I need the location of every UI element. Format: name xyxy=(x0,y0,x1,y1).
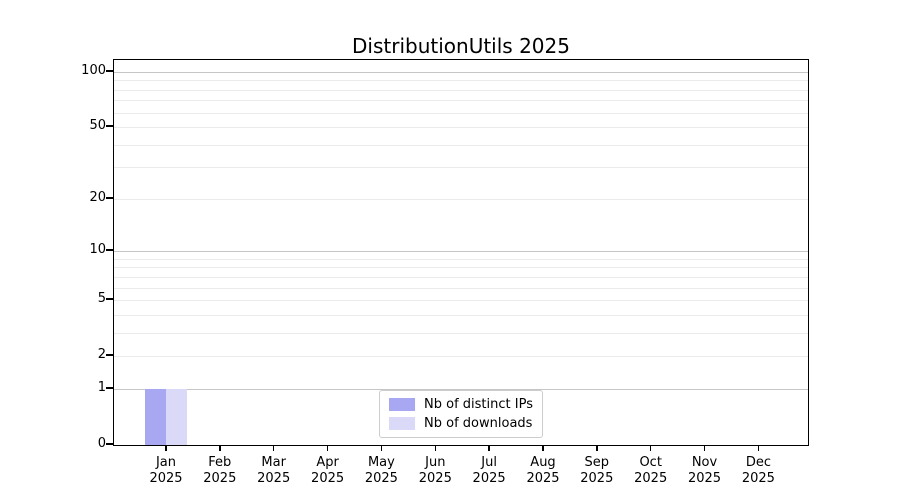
gridline-minor xyxy=(114,127,808,129)
x-tick-mark xyxy=(272,446,275,451)
x-tick-mark xyxy=(434,446,436,451)
x-tick-year: 2025 xyxy=(149,471,183,486)
x-tick-year: 2025 xyxy=(311,471,345,486)
x-tick-year: 2025 xyxy=(203,471,237,486)
gridline-minor xyxy=(114,144,808,146)
x-tick-mark xyxy=(596,446,598,451)
x-tick-month: Oct xyxy=(639,455,662,470)
x-tick-year: 2025 xyxy=(634,471,668,486)
y-tick-label: 2 xyxy=(97,347,106,363)
bar-nb-of-downloads xyxy=(166,389,187,445)
legend: Nb of distinct IPs Nb of downloads xyxy=(379,390,543,438)
gridline-minor xyxy=(114,314,808,316)
x-tick-mark xyxy=(380,446,383,451)
x-tick-label: Jun 2025 xyxy=(400,455,470,487)
x-tick-label: Dec 2025 xyxy=(723,455,793,487)
x-tick-month: Sep xyxy=(584,455,610,470)
x-tick-label: Apr 2025 xyxy=(293,455,363,487)
gridline-minor xyxy=(114,267,808,269)
x-tick-month: Jan xyxy=(155,455,177,470)
x-tick-label: Jan 2025 xyxy=(131,455,201,487)
gridline-minor xyxy=(114,276,808,278)
y-tick-label: 1 xyxy=(97,380,106,395)
x-tick-month: Apr xyxy=(316,455,339,470)
x-tick-label: Sep 2025 xyxy=(562,455,632,487)
chart-title: DistributionUtils 2025 xyxy=(352,34,570,58)
gridline-major xyxy=(114,251,808,253)
y-tick-label: 10 xyxy=(89,242,106,258)
x-tick-label: Oct 2025 xyxy=(616,455,686,487)
gridline-minor xyxy=(114,300,808,302)
x-tick-mark xyxy=(219,446,221,451)
x-tick-year: 2025 xyxy=(580,471,614,486)
x-tick-month: Dec xyxy=(745,455,771,470)
x-tick-label: Jul 2025 xyxy=(454,455,524,487)
x-tick-mark xyxy=(326,446,329,451)
x-tick-month: Jun xyxy=(425,455,446,470)
gridline-minor xyxy=(114,112,808,114)
gridline-minor xyxy=(114,80,808,82)
y-tick-label: 20 xyxy=(89,189,106,205)
legend-item: Nb of downloads xyxy=(389,416,533,431)
y-tick-label: 50 xyxy=(89,118,106,134)
y-tick-label: 5 xyxy=(97,291,106,307)
legend-item: Nb of distinct IPs xyxy=(389,397,533,412)
x-tick-mark xyxy=(757,446,760,451)
x-tick-year: 2025 xyxy=(418,471,452,486)
y-tick-label: 0 xyxy=(97,436,106,451)
x-tick-year: 2025 xyxy=(526,471,560,486)
y-tick-mark xyxy=(106,354,113,356)
gridline-minor xyxy=(114,356,808,358)
x-tick-label: Nov 2025 xyxy=(670,455,740,487)
y-tick-mark xyxy=(106,125,113,127)
x-tick-mark xyxy=(165,446,167,451)
y-tick-label: 100 xyxy=(81,62,106,78)
legend-label: Nb of downloads xyxy=(424,416,533,431)
gridline-minor xyxy=(114,258,808,260)
x-tick-month: Nov xyxy=(691,455,718,470)
gridline-minor xyxy=(114,198,808,200)
plot-area: Nb of distinct IPs Nb of downloads xyxy=(113,59,809,446)
gridline-minor xyxy=(114,332,808,334)
y-tick-mark xyxy=(106,249,113,251)
gridline-major xyxy=(114,71,808,73)
y-tick-mark xyxy=(106,298,113,300)
gridline-major xyxy=(114,389,808,390)
x-tick-label: Mar 2025 xyxy=(239,455,309,487)
gridline-minor xyxy=(114,167,808,169)
y-tick-mark xyxy=(106,70,113,72)
x-tick-month: May xyxy=(367,455,395,470)
x-tick-label: May 2025 xyxy=(346,455,416,487)
y-tick-mark xyxy=(106,197,113,199)
legend-swatch-downloads xyxy=(389,417,416,430)
x-tick-label: Feb 2025 xyxy=(185,455,255,487)
y-tick-mark xyxy=(106,387,113,389)
x-tick-year: 2025 xyxy=(741,471,775,486)
x-tick-mark xyxy=(542,446,544,451)
legend-swatch-distinct-ips xyxy=(389,398,416,411)
x-tick-year: 2025 xyxy=(364,471,398,486)
legend-label: Nb of distinct IPs xyxy=(424,397,533,412)
x-tick-month: Aug xyxy=(530,455,556,470)
x-tick-month: Feb xyxy=(208,455,232,470)
x-tick-month: Jul xyxy=(481,455,497,470)
x-tick-label: Aug 2025 xyxy=(508,455,578,487)
x-tick-year: 2025 xyxy=(257,471,291,486)
gridline-minor xyxy=(114,100,808,102)
x-tick-mark xyxy=(488,446,490,451)
x-tick-month: Mar xyxy=(261,455,286,470)
y-tick-mark xyxy=(106,443,113,445)
x-tick-mark xyxy=(649,446,652,451)
x-tick-mark xyxy=(703,446,706,451)
bar-nb-of-distinct-ips xyxy=(145,389,166,445)
gridline-minor xyxy=(114,89,808,91)
gridline-minor xyxy=(114,287,808,289)
x-tick-year: 2025 xyxy=(472,471,506,486)
x-tick-year: 2025 xyxy=(687,471,722,486)
